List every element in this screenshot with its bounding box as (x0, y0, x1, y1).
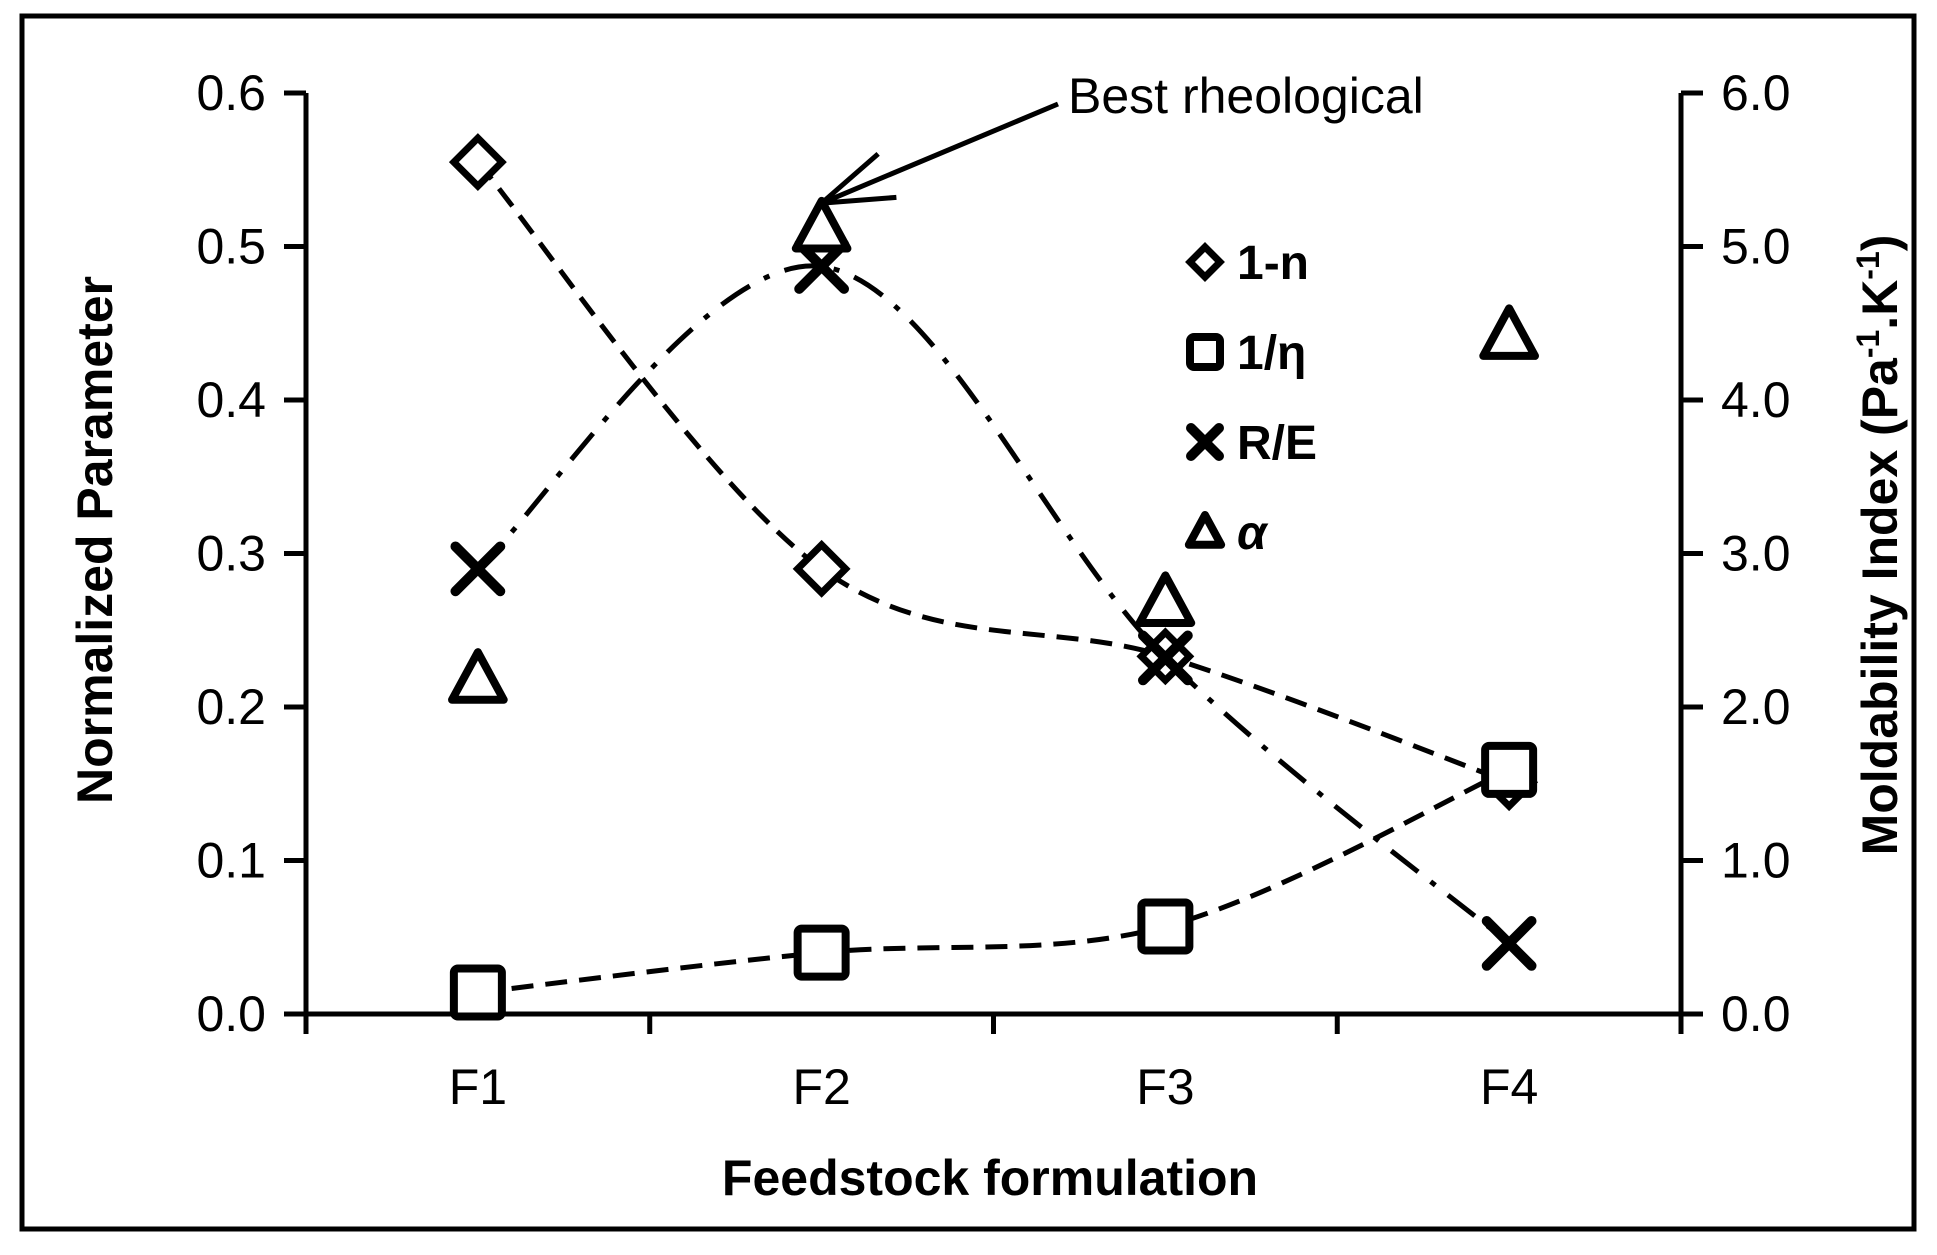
y2-title-sup2: -1 (1850, 251, 1886, 279)
y-tick-label: 0.3 (196, 526, 266, 582)
y2-title-end: ) (1852, 235, 1908, 252)
y-tick-label: 0.0 (196, 986, 266, 1042)
x-stroke (1186, 423, 1224, 461)
trendline-square (477, 767, 1511, 995)
trendline-x (476, 263, 1511, 946)
x-tick-label: F3 (1136, 1059, 1194, 1115)
legend-label: 1-n (1237, 237, 1309, 290)
y-tick-label: 0.4 (196, 372, 266, 428)
y2-tick-label: 3.0 (1721, 526, 1791, 582)
axis-layer (284, 90, 1703, 1034)
x-stroke (1481, 915, 1537, 971)
y2-tick-label: 5.0 (1721, 219, 1791, 275)
legend-marker-diamond (1185, 242, 1225, 282)
legend-marker-triangle (1184, 511, 1226, 549)
y-tick-label: 0.1 (196, 833, 266, 889)
data-point-square (1137, 898, 1194, 955)
legend-marker-square (1186, 333, 1224, 371)
data-point-triangle (1479, 304, 1539, 360)
y2-axis-title: Moldability Index (Pa-1.K-1) (1850, 235, 1908, 856)
y2-tick-label: 6.0 (1721, 65, 1791, 121)
legend-label: α (1237, 507, 1269, 560)
trendline-diamond (475, 160, 1510, 785)
x-tick-label: F4 (1480, 1059, 1538, 1115)
y-tick-label: 0.2 (196, 679, 266, 735)
y-tick-label: 0.6 (196, 65, 266, 121)
annotation-text: Best rheological (1068, 68, 1424, 124)
x-axis-title: Feedstock formulation (722, 1150, 1258, 1206)
label-layer: 0.0 0.1 0.2 0.3 0.4 0.5 0.6 0.0 1.0 2.0 3.0 4.0 5.0 6… (196, 65, 1790, 1115)
data-point-x (1481, 915, 1537, 971)
y2-tick-label: 0.0 (1721, 986, 1791, 1042)
legend-label: R/E (1237, 417, 1317, 470)
data-point-square (1481, 741, 1538, 798)
x-stroke (1137, 630, 1193, 686)
annotation-arrow (820, 101, 1059, 206)
data-point-diamond (792, 539, 851, 598)
legend-marker-x (1186, 423, 1224, 461)
legend: 1-n 1/η R/E α (1184, 237, 1317, 560)
legend-label: 1/η (1237, 327, 1306, 380)
y-axis-title: Normalized Parameter (67, 276, 123, 804)
y2-tick-label: 2.0 (1721, 679, 1791, 735)
data-point-x (450, 541, 506, 597)
data-point-triangle (448, 648, 508, 704)
data-point-square (793, 924, 850, 981)
data-point-diamond (448, 133, 507, 192)
trendline-layer (475, 160, 1511, 995)
x-tick-label: F2 (792, 1059, 850, 1115)
y-tick-label: 0.5 (196, 219, 266, 275)
data-point-square (449, 964, 506, 1021)
data-point-x (1137, 630, 1193, 686)
x-stroke (450, 541, 506, 597)
marker-layer (448, 133, 1539, 1021)
data-point-triangle (791, 196, 852, 253)
chart-border (19, 13, 1917, 1232)
annotation-arrowhead (814, 151, 897, 207)
y2-title-mid: .K (1852, 280, 1908, 330)
x-tick-label: F1 (449, 1059, 507, 1115)
y2-tick-label: 1.0 (1721, 833, 1791, 889)
y2-tick-label: 4.0 (1721, 372, 1791, 428)
y2-title-sup1: -1 (1850, 330, 1886, 358)
y2-title-main: Moldability Index (Pa (1852, 357, 1908, 855)
data-point-triangle (1135, 571, 1196, 628)
